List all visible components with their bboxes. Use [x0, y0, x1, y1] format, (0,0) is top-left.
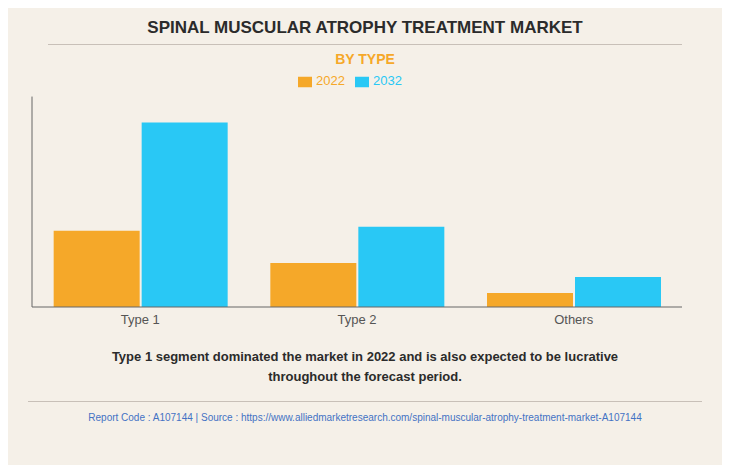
html-text:2032: 2032 — [373, 73, 402, 88]
html-text:BY TYPE: BY TYPE — [335, 51, 395, 67]
svg-text:Type 1: Type 1 — [121, 312, 160, 327]
html-text:2022: 2022 — [316, 73, 345, 88]
html-text:throughout the forecast period: throughout the forecast period. — [268, 369, 462, 384]
html-text:SPINAL MUSCULAR ATROPHY TREATM: SPINAL MUSCULAR ATROPHY TREATMENT MARKET — [147, 18, 583, 37]
svg-text:Others: Others — [554, 312, 594, 327]
svg-text:Type 2: Type 2 — [337, 312, 376, 327]
html-text:Type 1 segment dominated the m: Type 1 segment dominated the market in 2… — [111, 349, 619, 364]
html-text:Report Code : A107144 | Source: Report Code : A107144 | Source : https:/… — [88, 412, 642, 423]
